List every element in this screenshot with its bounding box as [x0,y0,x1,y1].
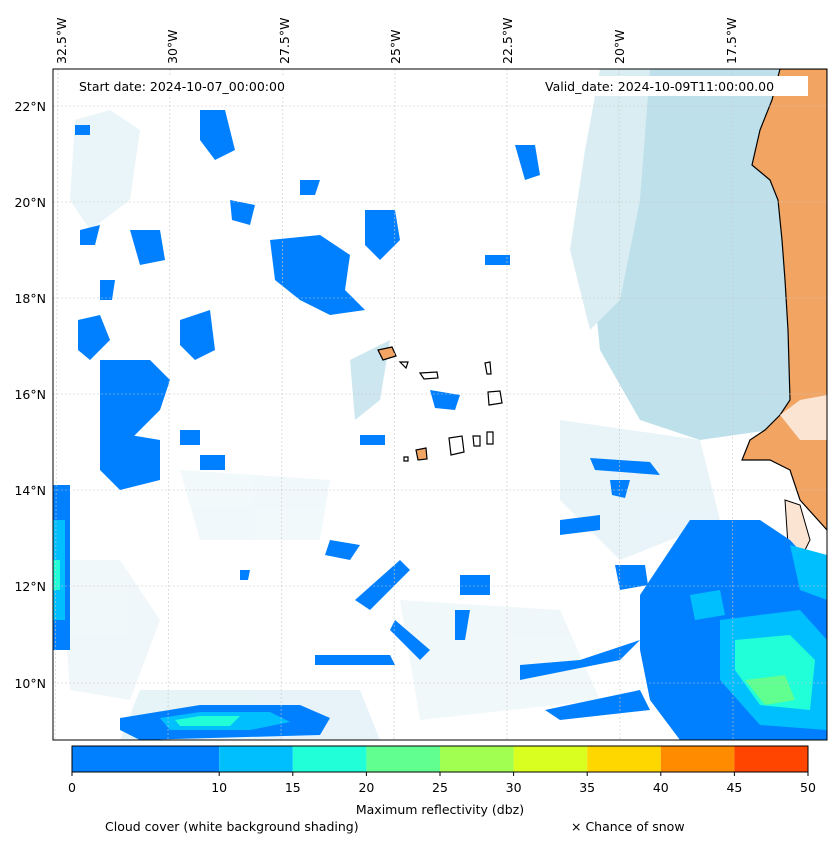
lat-label: 20°N [14,195,46,210]
colorbar-tick-label: 45 [726,780,742,795]
colorbar-tick-label: 10 [211,780,227,795]
snow-legend: × Chance of snow [571,819,685,834]
colorbar-swatch [513,746,588,772]
lat-label: 16°N [14,387,46,402]
lat-label: 14°N [14,483,46,498]
colorbar: 0 10 15 20 25 30 35 40 45 50 Maximum reflectivity… [68,745,816,817]
colorbar-swatch [440,746,514,772]
colorbar-swatch [660,746,735,772]
colorbar-ticks: 0 10 15 20 25 30 35 40 45 50 [68,772,816,795]
colorbar-tick-label: 30 [506,780,522,795]
colorbar-swatch [366,746,440,772]
lon-label: 20°W [612,29,627,64]
colorbar-swatch [219,746,293,772]
colorbar-tick-label: 50 [800,780,816,795]
colorbar-tick-label: 20 [358,780,374,795]
lon-label: 32.5°W [54,18,69,64]
lon-label: 17.5°W [724,18,739,64]
colorbar-tick-label: 15 [285,780,301,795]
colorbar-swatch [734,746,808,772]
gridlines [53,69,827,740]
reflectivity-blobs [53,110,827,740]
lon-label: 30°W [165,29,180,64]
latitude-labels: 22°N 20°N 18°N 16°N 14°N 12°N 10°N [14,99,46,691]
map-frame [52,68,828,741]
cloud-cover-legend: Cloud cover (white background shading) [105,819,359,834]
colorbar-tick-label: 25 [432,780,448,795]
colorbar-swatches [72,746,808,772]
colorbar-swatch [292,746,367,772]
lat-label: 18°N [14,291,46,306]
colorbar-tick-label: 0 [68,780,76,795]
lat-label: 12°N [14,579,46,594]
longitude-labels: 32.5°W 30°W 27.5°W 25°W 22.5°W 20°W 17.5… [54,18,739,64]
lon-label: 22.5°W [500,18,515,64]
lon-label: 25°W [388,29,403,64]
lat-label: 10°N [14,676,46,691]
valid-date-box [538,76,808,96]
lon-label: 27.5°W [277,18,292,64]
colorbar-swatch [72,746,220,772]
colorbar-swatch [587,746,661,772]
colorbar-tick-label: 35 [579,780,595,795]
cape-verde-islands [377,346,503,462]
start-date: Start date: 2024-10-07_00:00:00 [79,79,285,94]
lat-label: 22°N [14,99,46,114]
colorbar-tick-label: 40 [653,780,669,795]
date-annotations: Start date: 2024-10-07_00:00:00 Valid_da… [72,76,808,96]
start-date-box [72,76,316,96]
colorbar-label: Maximum reflectivity (dbz) [356,802,524,817]
valid-date: Valid_date: 2024-10-09T11:00:00.00 [545,79,774,94]
